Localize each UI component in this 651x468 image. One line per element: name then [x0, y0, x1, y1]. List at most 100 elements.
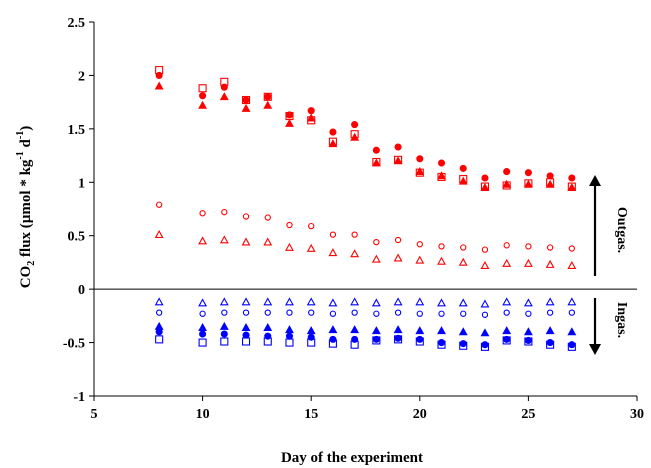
data-point-series-8 [480, 328, 490, 337]
data-point-series-5 [502, 258, 512, 267]
data-point-series-2 [263, 100, 273, 109]
data-point-series-9 [481, 341, 489, 349]
data-point-series-5 [241, 237, 251, 246]
data-point-series-9 [242, 331, 250, 339]
data-point-series-4 [242, 213, 250, 220]
data-point-series-5 [545, 259, 555, 268]
data-point-series-10 [328, 339, 337, 348]
data-point-series-1 [416, 155, 424, 163]
x-tick-label: 30 [630, 407, 644, 422]
data-point-series-3 [437, 172, 446, 181]
data-point-series-9 [155, 328, 163, 336]
data-point-series-2 [219, 92, 229, 101]
y-tick-label: 2.5 [68, 16, 86, 31]
axes [89, 21, 638, 401]
data-point-series-10 [220, 337, 229, 346]
y-tick-label: 0 [78, 283, 85, 298]
data-point-series-10 [437, 340, 446, 349]
data-point-series-1 [307, 107, 315, 115]
data-point-series-6 [371, 298, 381, 307]
data-point-series-3 [524, 179, 533, 188]
data-point-series-1 [459, 164, 467, 172]
data-point-series-5 [567, 261, 577, 269]
data-point-series-4 [460, 244, 467, 251]
data-point-series-8 [502, 326, 512, 335]
data-point-series-3 [241, 95, 251, 105]
data-point-series-3 [502, 181, 511, 190]
data-point-series-8 [371, 326, 381, 335]
data-point-series-7 [568, 309, 575, 316]
data-point-series-9 [199, 330, 207, 338]
data-point-series-8 [415, 326, 425, 335]
data-point-series-3 [220, 77, 229, 86]
data-point-series-4 [394, 236, 402, 244]
data-point-series-4 [221, 209, 228, 216]
data-point-series-8 [241, 322, 251, 331]
data-point-series-7 [373, 310, 380, 317]
data-point-series-4 [373, 238, 380, 246]
y-tick-label: 1.5 [68, 123, 86, 138]
data-point-series-1 [524, 169, 532, 177]
data-point-series-4 [329, 231, 337, 238]
y-tick-label: -1 [73, 390, 85, 405]
data-point-series-3 [394, 155, 403, 164]
data-point-series-8 [393, 325, 403, 334]
data-point-series-10 [198, 338, 207, 347]
data-point-series-10 [524, 337, 533, 346]
data-point-series-7 [242, 309, 250, 316]
data-point-series-7 [199, 310, 206, 317]
data-point-series-4 [568, 245, 575, 252]
data-point-series-1 [264, 93, 272, 101]
data-point-series-3 [307, 116, 316, 125]
data-point-series-7 [351, 309, 358, 316]
data-point-series-8 [350, 325, 360, 334]
data-point-series-8 [567, 327, 577, 336]
data-point-series-1 [242, 96, 250, 104]
data-point-series-6 [567, 297, 577, 306]
data-point-series-8 [545, 326, 555, 335]
data-point-series-4 [546, 244, 554, 251]
data-point-series-6 [458, 298, 468, 307]
data-point-series-4 [156, 201, 163, 208]
data-point-series-3 [328, 137, 337, 146]
data-point-series-2 [198, 100, 208, 109]
y-tick-label: 0.5 [68, 230, 86, 245]
data-point-series-6 [241, 297, 251, 306]
data-point-series-6 [502, 297, 512, 306]
data-point-series-5 [480, 261, 490, 269]
x-axis-label: Day of the experiment [281, 450, 423, 466]
data-point-series-5 [285, 242, 294, 251]
data-point-series-9 [329, 335, 337, 343]
y-tick-label: 1 [78, 176, 85, 191]
data-point-series-2 [567, 182, 577, 191]
data-point-series-3 [459, 175, 468, 184]
data-point-series-8 [437, 326, 446, 335]
data-point-series-3 [372, 157, 381, 167]
data-point-series-8 [285, 325, 294, 334]
data-point-series-3 [480, 182, 490, 191]
data-point-series-10 [263, 337, 272, 346]
data-point-series-7 [525, 310, 532, 317]
data-point-series-6 [285, 297, 294, 306]
data-point-series-2 [523, 179, 533, 188]
data-point-series-5 [437, 256, 446, 265]
data-point-series-3 [350, 130, 359, 139]
data-point-series-2 [241, 103, 251, 112]
data-point-series-10 [241, 337, 251, 346]
data-point-series-10 [502, 336, 511, 345]
data-point-series-6 [219, 297, 229, 306]
data-point-series-9 [285, 332, 294, 340]
data-point-series-7 [156, 309, 163, 316]
data-point-series-7 [308, 309, 315, 316]
data-point-series-6 [306, 297, 316, 306]
data-point-series-8 [306, 326, 316, 335]
data-point-series-1 [199, 92, 207, 100]
data-point-series-5 [523, 258, 533, 267]
data-point-series-10 [350, 340, 359, 349]
data-point-series-5 [458, 257, 468, 266]
data-point-series-6 [545, 297, 555, 306]
data-point-series-8 [263, 322, 273, 331]
data-point-series-3 [546, 178, 555, 187]
data-point-series-2 [393, 156, 403, 165]
